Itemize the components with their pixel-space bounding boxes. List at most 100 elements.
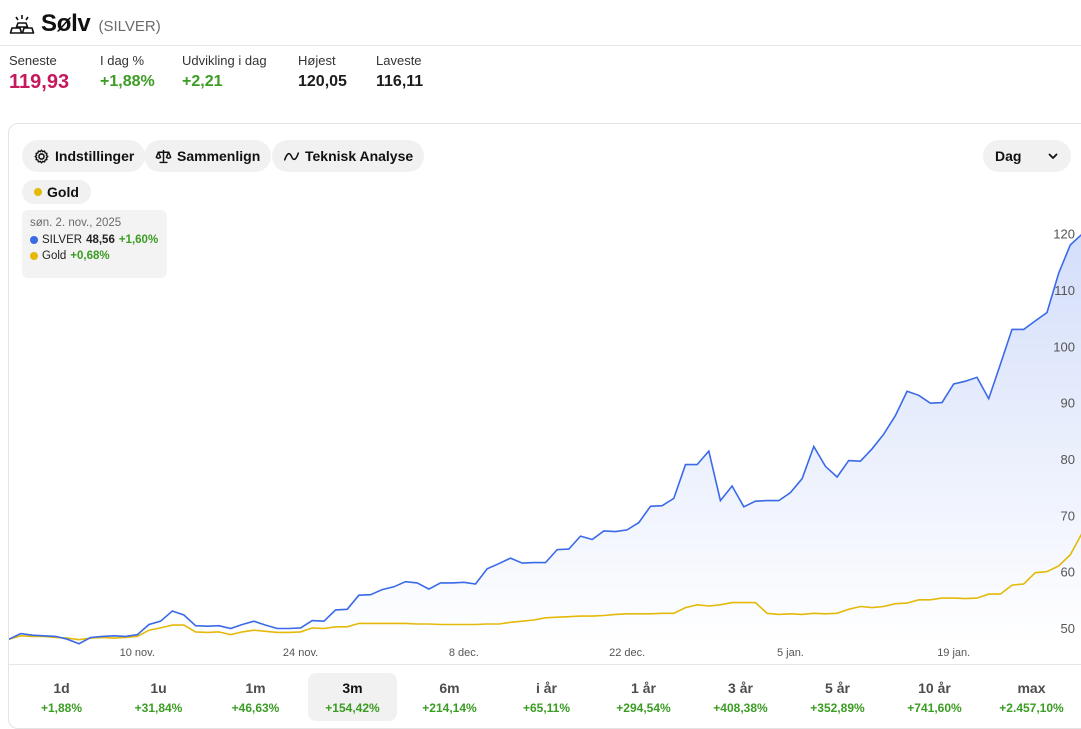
x-tick-label: 22 dec. <box>609 647 645 659</box>
period-1d[interactable]: 1d +1,88% <box>17 673 106 721</box>
period-ytd[interactable]: i år +65,11% <box>502 673 591 721</box>
period-selector: 1d +1,88% 1u +31,84% 1m +46,63% 3m +154,… <box>9 664 1081 728</box>
stat-value: +1,88% <box>100 73 155 90</box>
stat-label: Seneste <box>9 53 57 68</box>
header-divider <box>0 45 1081 46</box>
x-tick-label: 19 jan. <box>937 647 970 659</box>
stat-day-change: Udvikling i dag +2,21 <box>182 53 298 94</box>
interval-value: Dag <box>995 148 1022 164</box>
period-1m[interactable]: 1m +46,63% <box>211 673 300 721</box>
compare-button[interactable]: Sammenlign <box>144 140 272 172</box>
period-change: +214,14% <box>422 700 477 715</box>
y-tick-label: 100 <box>1053 339 1075 354</box>
compare-chip-label: Gold <box>47 184 79 200</box>
stat-value: 120,05 <box>298 73 347 90</box>
x-axis: 10 nov. 24 nov. 8 dec. 22 dec. 5 jan. 19 jan. <box>120 647 971 659</box>
ticker-symbol: (SILVER) <box>98 17 161 35</box>
period-label: 1m <box>245 679 266 696</box>
tooltip-series-name: SILVER <box>42 234 83 246</box>
chevron-down-icon <box>1048 153 1058 159</box>
stat-label: Laveste <box>376 53 422 68</box>
x-tick-label: 5 jan. <box>777 647 804 659</box>
tooltip-date: søn. 2. nov., 2025 <box>30 217 122 229</box>
stat-value: +2,21 <box>182 73 223 90</box>
y-tick-label: 50 <box>1061 621 1075 636</box>
silver-series-line <box>9 234 1081 645</box>
gold-series-line <box>9 533 1081 641</box>
settings-button[interactable]: Indstillinger <box>22 140 146 172</box>
trend-line-icon <box>283 151 300 161</box>
period-change: +408,38% <box>713 700 768 715</box>
y-axis: 50 60 70 80 90 100 110 120 <box>1053 227 1075 636</box>
chart-tooltip: søn. 2. nov., 2025 SILVER 48,56 +1,60% G… <box>22 210 167 278</box>
stat-value: 119,93 <box>9 71 70 93</box>
stat-last: Seneste 119,93 <box>9 53 100 94</box>
quote-stats: Seneste 119,93 I dag % +1,88% Udvikling … <box>9 53 456 94</box>
compare-chip-gold[interactable]: Gold <box>22 180 91 204</box>
period-change: +741,60% <box>907 700 962 715</box>
period-5y[interactable]: 5 år +352,89% <box>793 673 882 721</box>
tooltip-series-name: Gold <box>42 250 67 262</box>
period-1y[interactable]: 1 år +294,54% <box>599 673 688 721</box>
y-tick-label: 60 <box>1061 565 1075 580</box>
silver-color-dot <box>30 236 38 244</box>
stat-day-percent: I dag % +1,88% <box>100 53 182 94</box>
tooltip-row-gold: Gold +0,68% <box>30 250 159 262</box>
period-label: 10 år <box>918 679 951 696</box>
page-header: Sølv (SILVER) <box>9 6 161 42</box>
gear-icon <box>34 148 49 164</box>
tooltip-series-value: 48,56 <box>86 234 115 246</box>
period-label: max <box>1017 679 1046 696</box>
tooltip-row-silver: SILVER 48,56 +1,60% <box>30 234 159 246</box>
period-change: +154,42% <box>325 700 380 715</box>
y-tick-label: 80 <box>1061 452 1075 467</box>
stat-label: Højest <box>298 53 336 68</box>
period-change: +2.457,10% <box>999 700 1064 715</box>
gold-color-dot <box>30 252 38 260</box>
period-label: 1 år <box>631 679 656 696</box>
period-label: 6m <box>439 679 460 696</box>
stat-low: Laveste 116,11 <box>376 53 456 94</box>
x-tick-label: 24 nov. <box>283 647 318 659</box>
gold-bars-icon <box>9 15 35 34</box>
period-3m[interactable]: 3m +154,42% <box>308 673 397 721</box>
y-tick-label: 70 <box>1061 508 1075 523</box>
gold-color-dot <box>34 188 42 196</box>
period-change: +46,63% <box>231 700 280 715</box>
tooltip-series-change: +0,68% <box>70 250 110 262</box>
y-tick-label: 90 <box>1061 396 1075 411</box>
period-change: +31,84% <box>134 700 183 715</box>
scale-icon <box>155 149 172 163</box>
page-title: Sølv <box>41 10 91 37</box>
price-chart[interactable]: 50 60 70 80 90 100 110 120 10 nov. 24 nov. 8 dec.… <box>9 124 1081 664</box>
tooltip-series-change: +1,60% <box>118 234 159 246</box>
stat-label: I dag % <box>100 53 145 68</box>
interval-select[interactable]: Dag <box>983 140 1071 172</box>
stat-label: Udvikling i dag <box>182 53 267 68</box>
x-tick-label: 8 dec. <box>449 647 479 659</box>
chart-card: 50 60 70 80 90 100 110 120 10 nov. 24 nov. 8 dec.… <box>8 123 1081 729</box>
y-tick-label: 110 <box>1054 283 1075 298</box>
settings-label: Indstillinger <box>55 148 135 164</box>
compare-label: Sammenlign <box>177 148 261 164</box>
period-label: 3m <box>342 679 363 696</box>
technical-analysis-button[interactable]: Teknisk Analyse <box>272 140 425 172</box>
period-max[interactable]: max +2.457,10% <box>987 673 1076 721</box>
period-10y[interactable]: 10 år +741,60% <box>890 673 979 721</box>
technical-analysis-label: Teknisk Analyse <box>305 148 414 164</box>
period-change: +1,88% <box>40 700 83 715</box>
period-6m[interactable]: 6m +214,14% <box>405 673 494 721</box>
period-change: +294,54% <box>616 700 671 715</box>
period-label: 5 år <box>825 679 850 696</box>
period-1u[interactable]: 1u +31,84% <box>114 673 203 721</box>
stat-high: Højest 120,05 <box>298 53 376 94</box>
period-change: +65,11% <box>522 700 571 715</box>
x-tick-label: 10 nov. <box>120 647 155 659</box>
y-tick-label: 120 <box>1053 227 1075 242</box>
period-3y[interactable]: 3 år +408,38% <box>696 673 785 721</box>
period-label: 1u <box>150 679 167 696</box>
stat-value: 116,11 <box>376 73 424 90</box>
period-label: i år <box>535 679 557 696</box>
silver-area <box>9 235 1081 644</box>
period-change: +352,89% <box>810 700 865 715</box>
